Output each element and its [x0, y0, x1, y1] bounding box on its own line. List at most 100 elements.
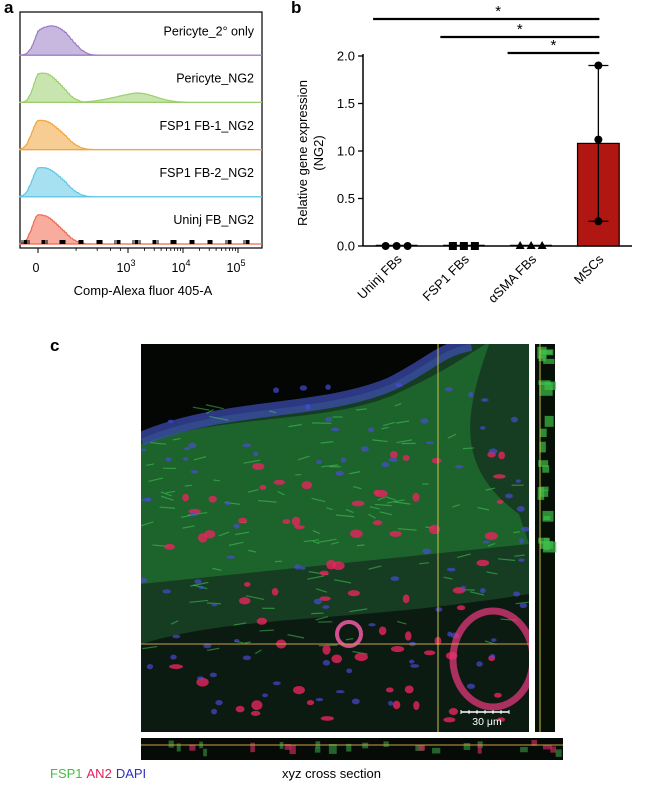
confocal-main-view: 30 μm	[141, 344, 529, 732]
an2-cell	[496, 499, 504, 505]
side-view-signal	[539, 441, 546, 453]
dapi-nucleus	[305, 403, 311, 410]
dapi-nucleus	[162, 589, 171, 594]
dapi-nucleus	[368, 623, 376, 627]
fsp1-signal	[498, 558, 516, 562]
dapi-nucleus	[395, 382, 403, 388]
data-point-0-0	[381, 242, 390, 250]
flow-histogram-chart: Pericyte_2° only Pericyte_NG2 FSP1 FB-1_NG…	[19, 11, 263, 298]
fsp1-signal	[456, 553, 471, 559]
dapi-nucleus	[209, 672, 217, 678]
plot-frame-a	[19, 11, 263, 249]
dapi-nucleus	[170, 654, 177, 660]
dapi-nucleus	[490, 654, 496, 659]
fsp1-signal	[335, 514, 355, 518]
an2-cell	[301, 481, 313, 489]
x-tick-label-a-0: 0	[33, 261, 40, 275]
fsp1-signal	[397, 620, 407, 625]
an2-cell	[239, 597, 251, 605]
data-point-3-0	[594, 61, 603, 70]
side-view-signal	[544, 415, 554, 427]
side-view-signal	[539, 541, 554, 549]
an2-cell	[271, 587, 279, 596]
fsp1-signal	[315, 616, 328, 621]
an2-cell	[251, 700, 263, 711]
fsp1-signal	[349, 608, 368, 613]
dapi-nucleus	[515, 479, 521, 483]
side-view-signal	[542, 465, 550, 473]
dapi-nucleus	[234, 639, 240, 643]
dapi-nucleus	[482, 540, 490, 544]
an2-cell	[385, 687, 394, 693]
dapi-nucleus	[272, 681, 281, 686]
fsp1-signal	[368, 565, 382, 570]
dapi-nucleus	[425, 441, 434, 445]
fsp1-signal	[419, 562, 429, 565]
an2-cell	[204, 530, 216, 539]
dapi-nucleus	[335, 690, 345, 694]
an2-cell	[182, 493, 189, 502]
series-label-0: Pericyte_2° only	[164, 24, 255, 38]
bottom-view-signal	[250, 742, 255, 753]
data-point-1-1	[459, 242, 468, 250]
fsp1-signal	[142, 645, 158, 650]
fsp1-signal	[315, 588, 328, 593]
dapi-nucleus	[145, 497, 152, 502]
fsp1-signal	[317, 538, 337, 543]
lower-region	[141, 594, 529, 732]
fsp1-signal	[193, 456, 207, 461]
dapi-nucleus	[446, 567, 456, 572]
fsp1-signal	[385, 496, 397, 501]
dapi-nucleus	[141, 577, 148, 583]
series-label-4: Uninj FB_NG2	[173, 213, 254, 227]
an2-cell	[493, 474, 506, 479]
bottom-view-signal	[383, 741, 389, 747]
fsp1-signal	[247, 488, 259, 493]
an2-cell	[428, 524, 441, 535]
an2-cell	[273, 479, 286, 485]
x-axis-label-a: Comp-Alexa fluor 405-A	[74, 283, 213, 298]
fsp1-signal	[297, 455, 310, 461]
fsp1-signal	[367, 513, 376, 519]
an2-cell	[413, 701, 420, 711]
fsp1-signal	[331, 541, 340, 545]
fsp1-signal	[463, 447, 474, 450]
side-view-signal	[543, 515, 551, 521]
bottom-view-signal	[477, 743, 482, 754]
fsp1-signal	[205, 404, 224, 410]
fsp1-signal	[486, 571, 498, 575]
dapi-nucleus	[253, 451, 259, 457]
fsp1-signal	[245, 595, 265, 600]
an2-cell	[188, 508, 201, 514]
an2-cell	[322, 644, 331, 655]
dapi-nucleus	[141, 448, 147, 452]
fsp1-signal	[372, 439, 388, 443]
fsp1-signal	[307, 575, 325, 580]
ng2-bar-chart: 0.0 0.5 1.0 1.5 2.0 Relative gene expression(…	[295, 3, 632, 306]
y-axis-label-b: Relative gene expression(NG2)	[295, 80, 326, 226]
side-view-signal	[540, 486, 549, 491]
dapi-nucleus	[315, 697, 324, 702]
dapi-nucleus	[325, 416, 333, 423]
fsp1-signal	[386, 499, 405, 504]
significance-star-1: *	[517, 21, 523, 38]
fsp1-signal	[160, 495, 174, 501]
dapi-nucleus	[165, 457, 172, 462]
dapi-nucleus	[172, 634, 181, 639]
significance-star-0: *	[495, 3, 501, 20]
dapi-nucleus	[299, 385, 308, 391]
dapi-nucleus	[188, 442, 197, 449]
dapi-nucleus	[325, 384, 331, 390]
an2-cell	[372, 520, 383, 526]
dapi-nucleus	[273, 387, 280, 394]
fsp1-signal	[320, 441, 334, 444]
dapi-nucleus	[211, 708, 218, 715]
dapi-nucleus	[198, 585, 205, 589]
dapi-nucleus	[242, 443, 251, 448]
dapi-nucleus	[146, 663, 154, 670]
dapi-nucleus	[316, 460, 323, 465]
fsp1-signal	[269, 410, 277, 414]
bottom-view-signal	[203, 748, 207, 757]
bottom-view-signal	[531, 740, 537, 746]
dapi-nucleus	[360, 446, 369, 452]
